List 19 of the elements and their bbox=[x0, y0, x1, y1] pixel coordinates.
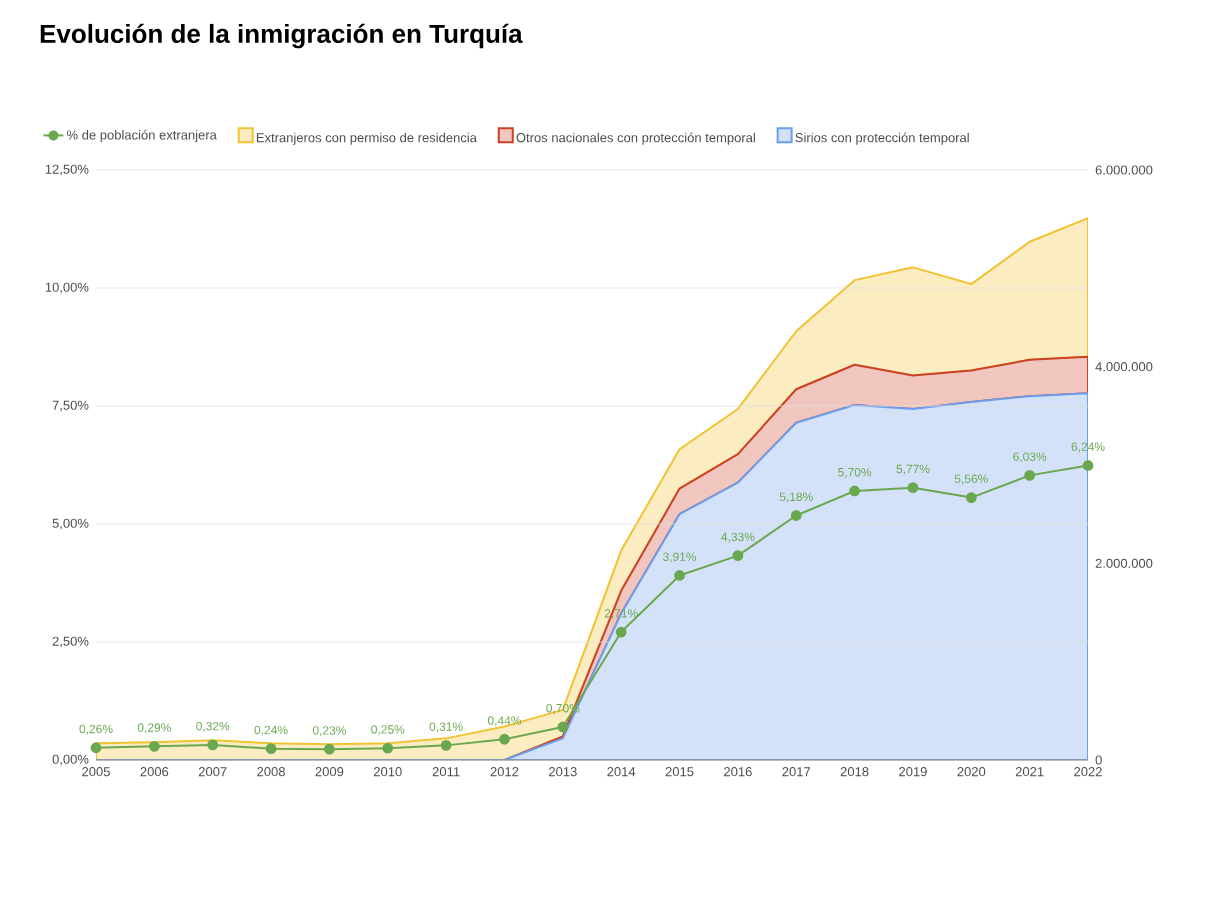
point bbox=[732, 550, 744, 562]
point bbox=[148, 740, 160, 752]
point bbox=[849, 485, 860, 497]
point bbox=[1082, 460, 1094, 471]
point bbox=[440, 739, 452, 751]
point bbox=[499, 733, 510, 745]
point bbox=[382, 742, 394, 754]
point bbox=[265, 743, 277, 755]
point bbox=[557, 721, 569, 733]
point bbox=[1024, 469, 1036, 481]
chart-title: Evolución de la inmigración en Turquía bbox=[40, 23, 523, 49]
point bbox=[90, 742, 102, 754]
point bbox=[674, 570, 685, 581]
point bbox=[207, 739, 219, 751]
point bbox=[907, 482, 919, 494]
point bbox=[965, 492, 977, 503]
point bbox=[790, 510, 802, 521]
point bbox=[324, 743, 335, 755]
point bbox=[615, 626, 627, 638]
